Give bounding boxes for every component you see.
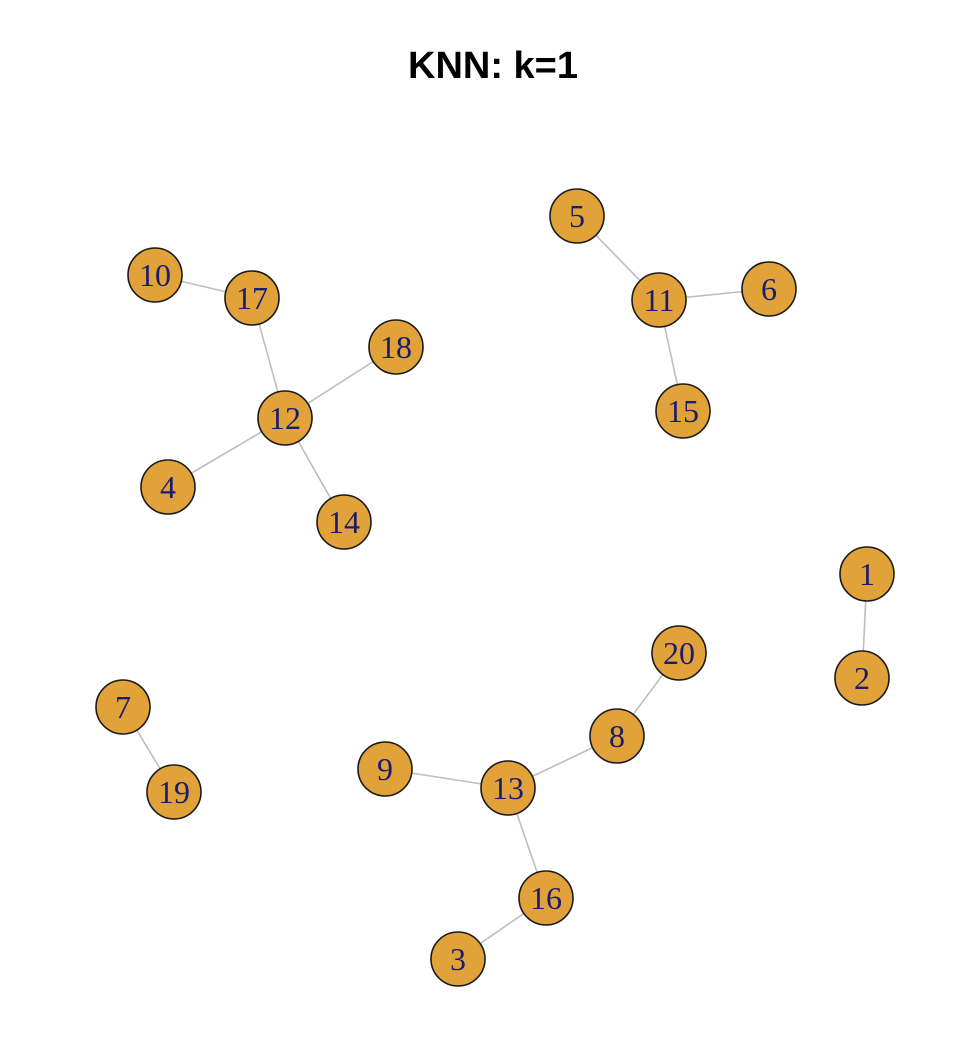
node-circle xyxy=(655,383,711,439)
node-18: 18 xyxy=(368,319,424,375)
node-label: 9 xyxy=(377,751,393,787)
node-label: 2 xyxy=(854,660,870,696)
node-circle xyxy=(368,319,424,375)
node-19: 19 xyxy=(146,764,202,820)
node-label: 1 xyxy=(859,556,875,592)
node-2: 2 xyxy=(834,650,890,706)
node-10: 10 xyxy=(127,247,183,303)
plot-title: KNN: k=1 xyxy=(408,45,578,87)
edges-layer xyxy=(122,215,868,960)
node-14: 14 xyxy=(316,494,372,550)
node-circle xyxy=(127,247,183,303)
node-label: 5 xyxy=(569,198,585,234)
node-label: 10 xyxy=(139,257,171,293)
node-circle xyxy=(480,760,536,816)
node-13: 13 xyxy=(480,760,536,816)
node-label: 4 xyxy=(160,469,176,505)
node-6: 6 xyxy=(741,261,797,317)
node-label: 18 xyxy=(380,329,412,365)
node-label: 6 xyxy=(761,271,777,307)
node-7: 7 xyxy=(95,679,151,735)
node-circle xyxy=(839,546,895,602)
node-circle xyxy=(549,188,605,244)
node-circle xyxy=(741,261,797,317)
node-8: 8 xyxy=(589,708,645,764)
node-circle xyxy=(224,270,280,326)
node-label: 8 xyxy=(609,718,625,754)
node-label: 15 xyxy=(667,393,699,429)
node-circle xyxy=(95,679,151,735)
node-circle xyxy=(140,459,196,515)
node-3: 3 xyxy=(430,931,486,987)
node-17: 17 xyxy=(224,270,280,326)
node-12: 12 xyxy=(257,390,313,446)
node-5: 5 xyxy=(549,188,605,244)
node-circle xyxy=(357,741,413,797)
node-circle xyxy=(589,708,645,764)
node-label: 7 xyxy=(115,689,131,725)
node-label: 12 xyxy=(269,400,301,436)
node-circle xyxy=(430,931,486,987)
node-label: 3 xyxy=(450,941,466,977)
node-16: 16 xyxy=(518,870,574,926)
node-circle xyxy=(834,650,890,706)
node-11: 11 xyxy=(631,272,687,328)
node-4: 4 xyxy=(140,459,196,515)
node-label: 13 xyxy=(492,770,524,806)
node-label: 14 xyxy=(328,504,360,540)
node-circle xyxy=(518,870,574,926)
node-9: 9 xyxy=(357,741,413,797)
node-20: 20 xyxy=(651,625,707,681)
node-circle xyxy=(651,625,707,681)
node-circle xyxy=(631,272,687,328)
node-label: 16 xyxy=(530,880,562,916)
node-circle xyxy=(316,494,372,550)
node-circle xyxy=(257,390,313,446)
node-label: 11 xyxy=(644,282,675,318)
node-circle xyxy=(146,764,202,820)
node-1: 1 xyxy=(839,546,895,602)
node-15: 15 xyxy=(655,383,711,439)
node-label: 17 xyxy=(236,280,268,316)
node-label: 19 xyxy=(158,774,190,810)
node-label: 20 xyxy=(663,635,695,671)
